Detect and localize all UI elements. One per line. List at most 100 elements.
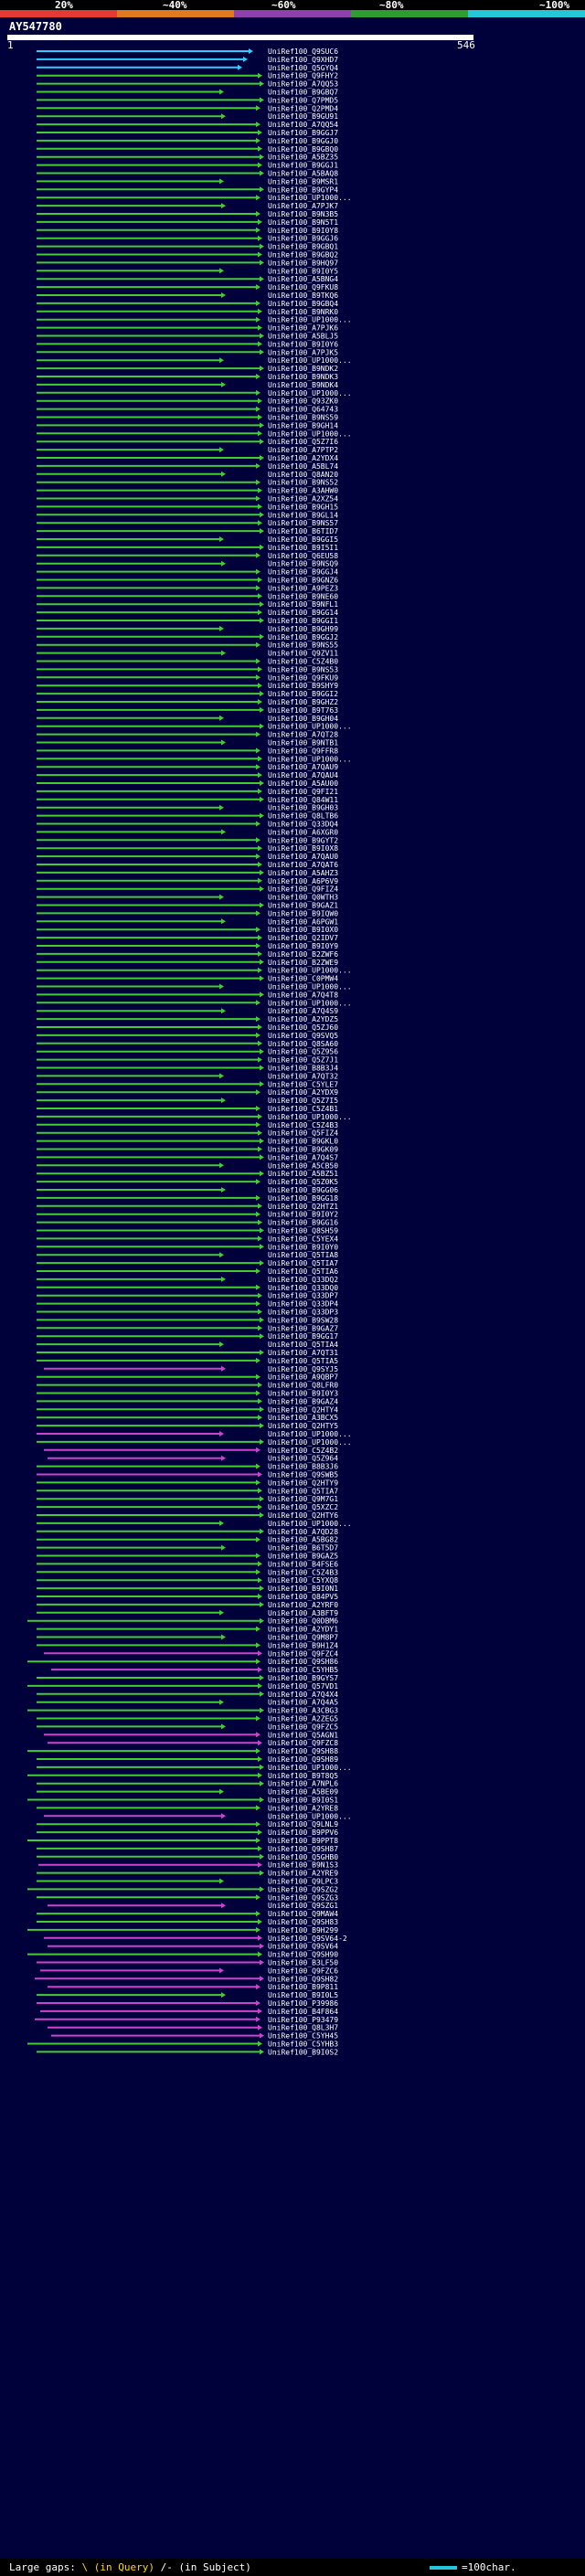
- hit-label[interactable]: UniRef100_UP1000...: [268, 1812, 352, 1820]
- hit-label[interactable]: UniRef100_B9NFL1: [268, 600, 338, 609]
- hit-row[interactable]: UniRef100_Q9FZC6: [40, 1966, 338, 1975]
- hit-label[interactable]: UniRef100_B9SHY9: [268, 682, 338, 690]
- hit-row[interactable]: UniRef100_A7PTP2: [37, 446, 338, 454]
- hit-row[interactable]: UniRef100_B9GGJ7: [37, 129, 338, 137]
- hit-label[interactable]: UniRef100_A2YDY1: [268, 1626, 338, 1634]
- hit-row[interactable]: UniRef100_B9GGJ6: [37, 235, 338, 243]
- hit-row[interactable]: UniRef100_Q84PV5: [37, 1593, 338, 1601]
- hit-row[interactable]: UniRef100_UP1000...: [37, 967, 352, 975]
- hit-row[interactable]: UniRef100_B9GGJ2: [37, 633, 338, 641]
- hit-label[interactable]: UniRef100_Q5TIA8: [268, 1251, 338, 1259]
- hit-row[interactable]: UniRef100_UP1000...: [37, 723, 352, 731]
- hit-label[interactable]: UniRef100_Q33DP3: [268, 1309, 338, 1317]
- hit-row[interactable]: UniRef100_Q5GYQ4: [37, 64, 338, 72]
- hit-row[interactable]: UniRef100_Q5TIA8: [37, 1251, 338, 1259]
- hit-row[interactable]: UniRef100_C5YXQ8: [37, 1576, 338, 1585]
- hit-label[interactable]: UniRef100_Q5Z0K5: [268, 1178, 338, 1186]
- hit-row[interactable]: UniRef100_Q9FZC5: [37, 1723, 338, 1731]
- hit-row[interactable]: UniRef100_B9T763: [37, 706, 338, 715]
- hit-row[interactable]: UniRef100_Q9SZG3: [37, 1893, 338, 1902]
- hit-row[interactable]: UniRef100_P39986: [37, 1999, 338, 2008]
- hit-label[interactable]: UniRef100_A7Q4A5: [268, 1699, 338, 1707]
- hit-label[interactable]: UniRef100_B9N1S3: [268, 1861, 338, 1870]
- hit-row[interactable]: UniRef100_B9I0Y3: [37, 1390, 338, 1398]
- hit-label[interactable]: UniRef100_B9GYS7: [268, 1674, 338, 1682]
- hit-label[interactable]: UniRef100_B9NS55: [268, 641, 338, 650]
- hit-label[interactable]: UniRef100_Q84PV5: [268, 1593, 338, 1601]
- hit-label[interactable]: UniRef100_C5Z4B1: [268, 1105, 338, 1113]
- hit-row[interactable]: UniRef100_UP1000...: [37, 389, 352, 398]
- hit-row[interactable]: UniRef100_B9I0Y2: [37, 1211, 338, 1219]
- hit-row[interactable]: UniRef100_Q5TIA6: [37, 1267, 338, 1276]
- hit-row[interactable]: UniRef100_A2ZEG5: [37, 1715, 338, 1723]
- hit-label[interactable]: UniRef100_Q0WTH3: [268, 894, 338, 902]
- hit-label[interactable]: UniRef100_B9T8Q5: [268, 1772, 338, 1780]
- hit-label[interactable]: UniRef100_Q33DP4: [268, 1300, 338, 1309]
- hit-row[interactable]: UniRef100_B9I0S2: [37, 2048, 338, 2056]
- hit-label[interactable]: UniRef100_A5BL74: [268, 462, 338, 471]
- hit-label[interactable]: UniRef100_C5Z4B2: [268, 1447, 338, 1455]
- hit-row[interactable]: UniRef100_Q9SVQ5: [37, 1032, 338, 1040]
- hit-row[interactable]: UniRef100_B9I0X8: [37, 844, 338, 853]
- hit-row[interactable]: UniRef100_A7QAU0: [37, 853, 338, 861]
- hit-label[interactable]: UniRef100_B9I0Y8: [268, 227, 338, 235]
- hit-label[interactable]: UniRef100_C5YHB5: [268, 1666, 338, 1674]
- hit-row[interactable]: UniRef100_A6P6V9: [37, 877, 338, 885]
- hit-label[interactable]: UniRef100_C0PMW4: [268, 975, 338, 983]
- hit-label[interactable]: UniRef100_B2ZWF6: [268, 950, 338, 959]
- hit-label[interactable]: UniRef100_B9NDK3: [268, 373, 338, 381]
- hit-label[interactable]: UniRef100_B9GH14: [268, 421, 338, 429]
- hit-label[interactable]: UniRef100_B9GBQ4: [268, 300, 338, 308]
- hit-label[interactable]: UniRef100_A7PJK6: [268, 324, 338, 333]
- hit-label[interactable]: UniRef100_UP1000...: [268, 1430, 352, 1438]
- hit-label[interactable]: UniRef100_B9GNZ6: [268, 577, 338, 585]
- hit-row[interactable]: UniRef100_B9I0L5: [37, 1991, 338, 1999]
- hit-row[interactable]: UniRef100_A2YRE8: [37, 1804, 338, 1812]
- hit-label[interactable]: UniRef100_C5YH45: [268, 2032, 338, 2041]
- hit-row[interactable]: UniRef100_Q33DQ4: [37, 821, 338, 829]
- hit-row[interactable]: UniRef100_A7Q4X4: [37, 1691, 338, 1699]
- hit-row[interactable]: UniRef100_A2XZ54: [37, 495, 338, 504]
- hit-label[interactable]: UniRef100_Q5FIZ4: [268, 1129, 338, 1138]
- hit-row[interactable]: UniRef100_C5YEX4: [37, 1235, 338, 1243]
- hit-label[interactable]: UniRef100_Q5Z7I6: [268, 438, 338, 446]
- hit-row[interactable]: UniRef100_Q8LTB6: [37, 812, 338, 821]
- hit-row[interactable]: UniRef100_Q5Z956: [37, 1048, 338, 1056]
- hit-row[interactable]: UniRef100_Q5TIA7: [37, 1487, 338, 1495]
- hit-row[interactable]: UniRef100_B9GG14: [37, 609, 338, 617]
- hit-label[interactable]: UniRef100_B9MSR1: [268, 177, 338, 186]
- hit-row[interactable]: UniRef100_B9GG17: [37, 1332, 338, 1341]
- hit-label[interactable]: UniRef100_A5BNG4: [268, 275, 338, 283]
- hit-row[interactable]: UniRef100_Q9SH83: [37, 1918, 338, 1926]
- hit-row[interactable]: UniRef100_C5Z4B1: [37, 1105, 338, 1113]
- hit-row[interactable]: UniRef100_B9NFL1: [37, 600, 338, 609]
- hit-row[interactable]: UniRef100_C5YHB3: [27, 2041, 338, 2049]
- hit-label[interactable]: UniRef100_B3LF50: [268, 1959, 338, 1967]
- hit-label[interactable]: UniRef100_C5Z4B0: [268, 658, 338, 666]
- hit-row[interactable]: UniRef100_Q9FI21: [37, 788, 338, 796]
- hit-label[interactable]: UniRef100_B9PPT8: [268, 1837, 338, 1845]
- hit-row[interactable]: UniRef100_Q57VD1: [27, 1682, 338, 1691]
- hit-row[interactable]: UniRef100_Q9FZC8: [48, 1739, 338, 1747]
- hit-row[interactable]: UniRef100_A7PJK5: [37, 348, 338, 356]
- hit-row[interactable]: UniRef100_B9N1S3: [38, 1861, 338, 1870]
- hit-row[interactable]: UniRef100_Q6EU58: [37, 552, 338, 560]
- hit-row[interactable]: UniRef100_UP1000...: [37, 1438, 352, 1447]
- hit-label[interactable]: UniRef100_P39986: [268, 1999, 338, 2008]
- hit-row[interactable]: UniRef100_UP1000...: [44, 1812, 352, 1820]
- hit-label[interactable]: UniRef100_A7Q4X4: [268, 1691, 338, 1699]
- hit-label[interactable]: UniRef100_B9GL14: [268, 511, 338, 519]
- hit-row[interactable]: UniRef100_B9GAZ4: [37, 1397, 338, 1405]
- hit-row[interactable]: UniRef100_UP1000...: [37, 316, 352, 324]
- hit-row[interactable]: UniRef100_Q9FZC4: [44, 1649, 338, 1658]
- hit-row[interactable]: UniRef100_Q9SH89: [37, 1755, 338, 1764]
- hit-label[interactable]: UniRef100_A7QD28: [268, 1528, 338, 1536]
- hit-label[interactable]: UniRef100_Q2IDV7: [268, 934, 338, 942]
- hit-label[interactable]: UniRef100_A5CB50: [268, 1161, 338, 1170]
- hit-label[interactable]: UniRef100_A2YDZ5: [268, 1015, 338, 1023]
- hit-label[interactable]: UniRef100_Q33DQ4: [268, 821, 338, 829]
- hit-label[interactable]: UniRef100_Q2PMD4: [268, 104, 338, 112]
- hit-label[interactable]: UniRef100_Q93ZK0: [268, 398, 338, 406]
- hit-label[interactable]: UniRef100_C5YXQ8: [268, 1576, 338, 1585]
- hit-label[interactable]: UniRef100_C5YHB3: [268, 2041, 338, 2049]
